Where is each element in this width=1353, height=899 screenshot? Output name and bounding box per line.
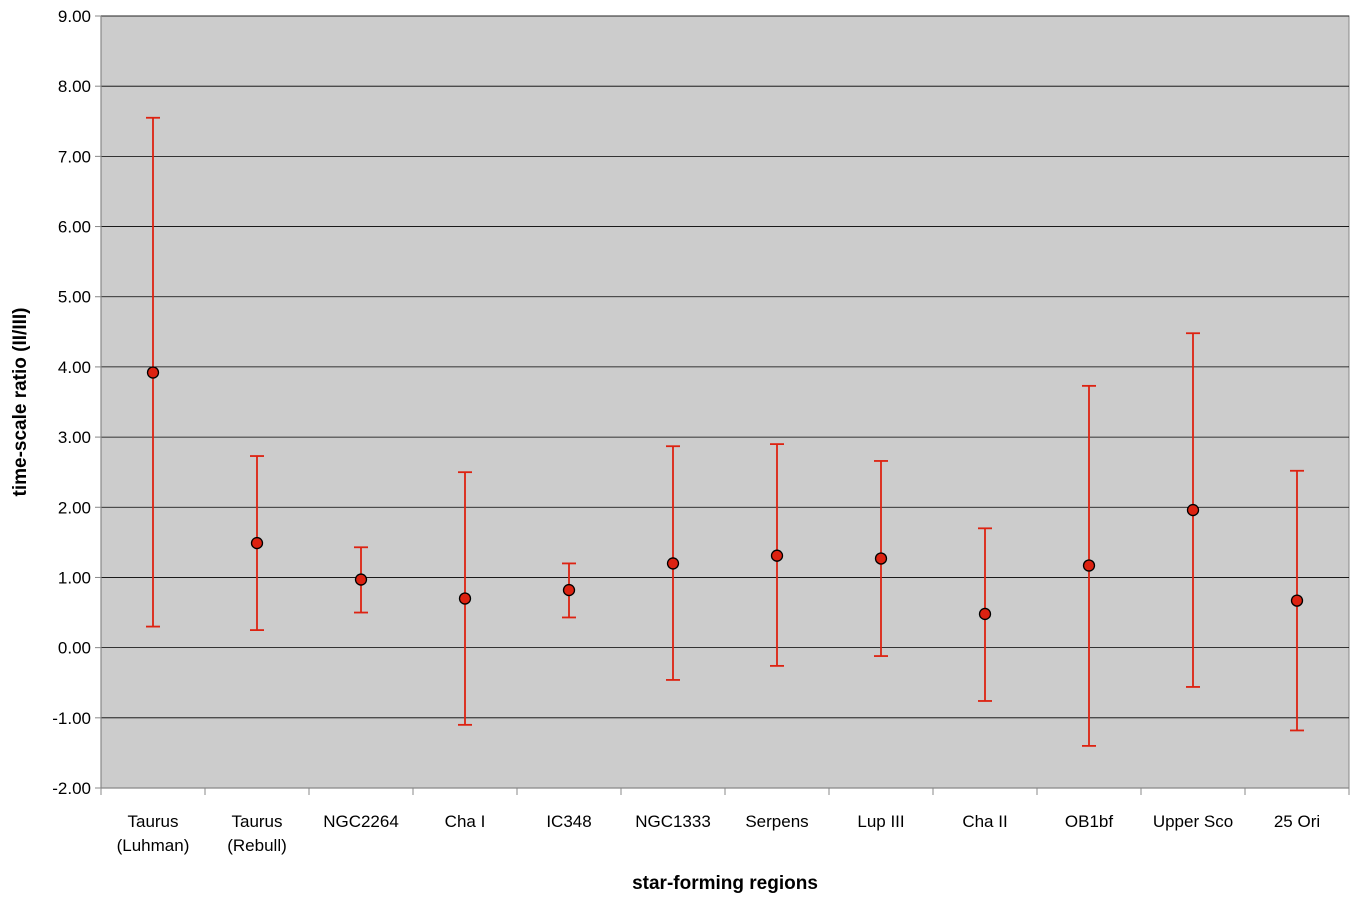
x-tick-label: NGC1333 [635,812,711,831]
y-tick-label: 7.00 [58,147,91,166]
plot-area [100,15,1350,789]
data-point [250,536,264,550]
y-tick-label: -2.00 [52,779,91,798]
data-point [770,549,784,562]
y-tick-label: 5.00 [58,288,91,307]
y-tick-label: 3.00 [58,428,91,447]
data-point [146,366,160,379]
data-point [874,552,888,565]
x-axis: Taurus (Luhman) Taurus (Rebull) NGC2264 Cha I… [100,787,1350,855]
data-point [1290,594,1304,607]
data-point [978,607,992,621]
x-tick-label: Upper Sco [1153,812,1233,831]
y-tick-label: 1.00 [58,568,91,587]
data-point [1186,503,1200,517]
x-tick-label: Taurus (Luhman) [117,812,190,855]
y-tick-label: 9.00 [58,7,91,26]
y-tick-label: 2.00 [58,498,91,517]
data-point [458,592,472,605]
x-tick-label: NGC2264 [323,812,399,831]
x-tick-label: Cha I [445,812,486,831]
data-point [1082,559,1096,572]
y-tick-label: 0.00 [58,639,91,658]
y-tick-label: 8.00 [58,77,91,96]
x-tick-label: IC348 [546,812,591,831]
x-tick-label: Taurus (Rebull) [227,812,287,855]
x-tick-label: Lup III [857,812,904,831]
gridlines [101,15,1349,719]
x-tick-label: Serpens [745,812,808,831]
x-axis-title: star-forming regions [632,873,818,894]
y-axis: -2.00 -1.00 0.00 1.00 2.00 3.00 4.00 5.00 6.00 7.… [52,7,102,798]
y-axis-title: time-scale ratio (II/III) [10,308,31,497]
y-tick-label: 6.00 [58,218,91,237]
data-point [354,573,368,586]
data-point [562,583,576,597]
data-points [146,366,1304,621]
data-point [666,557,680,570]
y-tick-label: -1.00 [52,709,91,728]
x-tick-label: Cha II [962,812,1007,831]
x-tick-label: OB1bf [1065,812,1113,831]
y-tick-label: 4.00 [58,358,91,377]
x-tick-label: 25 Ori [1274,812,1320,831]
